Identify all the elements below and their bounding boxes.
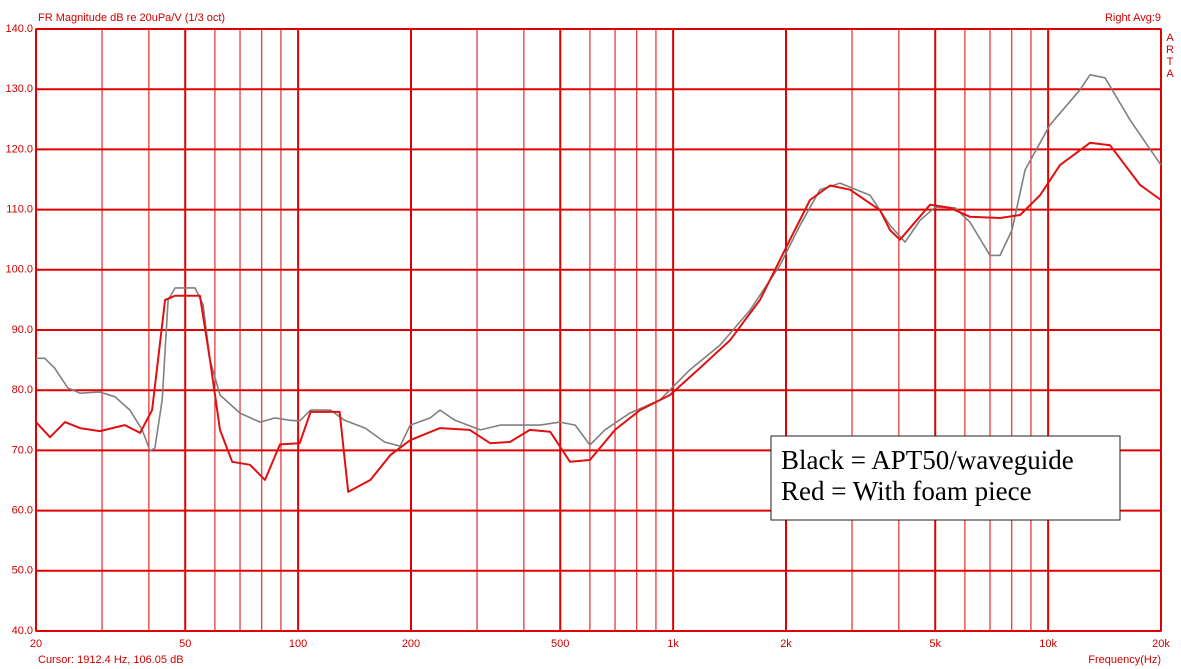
x-tick-label: 1k <box>667 638 679 650</box>
arta-label: ARTA <box>1164 32 1176 80</box>
legend-entry: Red = With foam piece <box>781 476 1032 506</box>
chart-title: FR Magnitude dB re 20uPa/V (1/3 oct) <box>38 12 225 24</box>
y-tick-label: 50.0 <box>12 565 33 577</box>
series-line <box>36 74 1162 452</box>
y-tick-label: 40.0 <box>12 625 33 637</box>
x-tick-label: 100 <box>289 638 307 650</box>
y-tick-label: 120.0 <box>5 143 33 155</box>
x-tick-label: 20 <box>30 638 42 650</box>
channel-info: Right Avg:9 <box>1105 12 1161 24</box>
x-tick-label: 500 <box>551 638 569 650</box>
x-tick-label: 2k <box>780 638 792 650</box>
y-tick-label: 70.0 <box>12 444 33 456</box>
x-axis-label: Frequency(Hz) <box>1088 654 1161 666</box>
y-tick-label: 130.0 <box>5 83 33 95</box>
y-tick-label: 140.0 <box>5 23 33 35</box>
x-tick-label: 50 <box>179 638 191 650</box>
y-tick-label: 80.0 <box>12 384 33 396</box>
y-tick-label: 90.0 <box>12 324 33 336</box>
legend-box <box>770 435 1121 521</box>
legend-entry: Black = APT50/waveguide <box>781 445 1074 475</box>
x-tick-label: 10k <box>1039 638 1057 650</box>
series-line <box>35 141 1162 493</box>
y-tick-label: 100.0 <box>5 264 33 276</box>
x-tick-label: 20k <box>1152 638 1170 650</box>
cursor-readout: Cursor: 1912.4 Hz, 106.05 dB <box>38 654 184 666</box>
x-tick-label: 5k <box>929 638 941 650</box>
x-tick-label: 200 <box>402 638 420 650</box>
y-tick-label: 110.0 <box>6 204 33 216</box>
y-tick-label: 60.0 <box>12 505 33 517</box>
plot-frame <box>35 28 1162 632</box>
